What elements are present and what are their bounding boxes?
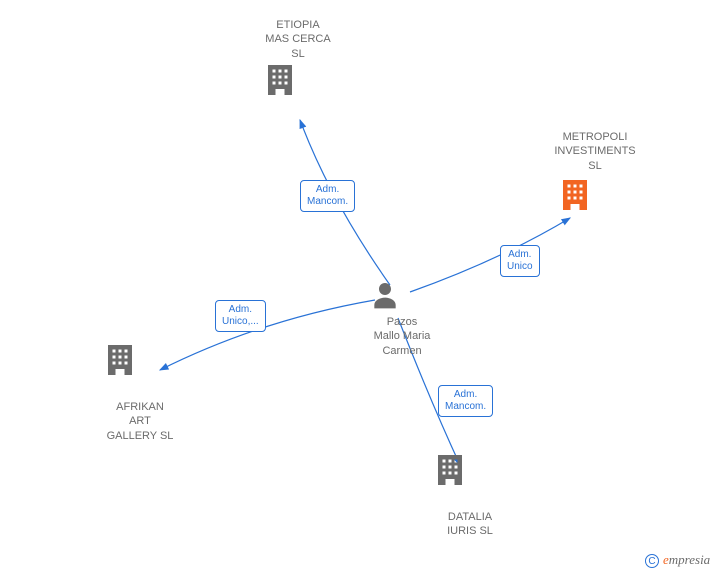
edge-label-metropoli: Adm. Unico bbox=[500, 245, 540, 277]
building-icon bbox=[102, 342, 138, 378]
attribution-rest: mpresia bbox=[669, 552, 710, 567]
edge-label-etiopia: Adm. Mancom. bbox=[300, 180, 355, 212]
building-icon bbox=[432, 452, 468, 488]
node-label-etiopia: ETIOPIA MAS CERCA SL bbox=[248, 18, 348, 61]
node-label-afrikan: AFRIKAN ART GALLERY SL bbox=[90, 400, 190, 443]
node-label-datalia: DATALIA IURIS SL bbox=[425, 510, 515, 539]
building-icon bbox=[262, 62, 298, 98]
node-label-metropoli: METROPOLI INVESTIMENTS SL bbox=[540, 130, 650, 173]
center-node-label: Pazos Mallo Maria Carmen bbox=[362, 315, 442, 358]
edge-metropoli bbox=[410, 218, 570, 292]
edge-label-datalia: Adm. Mancom. bbox=[438, 385, 493, 417]
edges-layer bbox=[0, 0, 728, 575]
network-diagram: Pazos Mallo Maria Carmen ETIOPIA MAS CERC… bbox=[0, 0, 728, 575]
person-icon bbox=[369, 279, 401, 311]
attribution: Cempresia bbox=[645, 552, 710, 568]
edge-afrikan bbox=[160, 300, 375, 370]
building-icon bbox=[557, 177, 593, 213]
copyright-icon: C bbox=[645, 554, 659, 568]
edge-label-afrikan: Adm. Unico,... bbox=[215, 300, 266, 332]
